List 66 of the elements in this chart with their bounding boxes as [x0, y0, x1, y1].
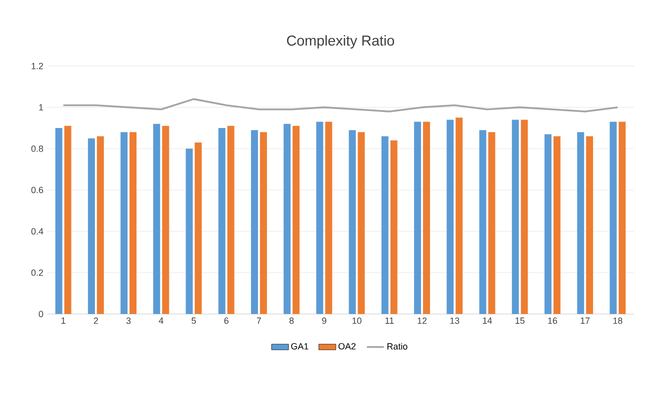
- y-tick-label: 0.2: [31, 269, 44, 276]
- bar: [55, 128, 62, 314]
- bar: [260, 132, 267, 314]
- x-tick-label: 5: [192, 318, 196, 324]
- x-tick-label: 17: [580, 318, 590, 324]
- x-tick-label: 16: [548, 318, 558, 324]
- bar: [162, 126, 170, 314]
- x-tick-label: 11: [385, 318, 394, 324]
- x-tick-label: 2: [94, 318, 98, 324]
- x-tick-label: 18: [613, 318, 622, 324]
- bar: [325, 122, 332, 314]
- bar: [292, 126, 300, 314]
- x-tick-label: 12: [418, 318, 427, 324]
- x-tick-label: 14: [482, 318, 492, 324]
- legend-label: GA1: [291, 343, 308, 350]
- chart-title: Complexity Ratio: [287, 35, 394, 49]
- x-tick-label: 3: [126, 318, 131, 324]
- y-tick-label: 1.2: [32, 62, 44, 70]
- x-tick-label: 4: [158, 318, 164, 324]
- bar: [553, 136, 560, 314]
- bar: [488, 132, 496, 314]
- bar: [251, 130, 258, 314]
- x-tick-label: 6: [224, 318, 228, 324]
- bar: [446, 120, 454, 314]
- y-tick-label: 0.8: [31, 145, 44, 152]
- bar: [284, 124, 291, 314]
- bar: [64, 126, 72, 314]
- bar: [586, 136, 594, 314]
- bar: [153, 124, 160, 314]
- bar: [120, 132, 128, 314]
- bar: [348, 130, 356, 314]
- x-tick-label: 8: [289, 318, 294, 324]
- legend-label: Ratio: [387, 342, 408, 350]
- y-tick-label: 0.4: [31, 228, 44, 235]
- x-tick-label: 13: [450, 318, 460, 324]
- bar: [610, 122, 617, 314]
- bar: [390, 140, 398, 314]
- bar: [577, 132, 584, 314]
- bar: [194, 142, 202, 314]
- bar: [130, 132, 136, 314]
- bar: [456, 118, 463, 314]
- bar: [358, 132, 365, 314]
- bar: [618, 122, 626, 314]
- bar: [96, 136, 104, 314]
- bar: [227, 126, 234, 314]
- bar: [186, 148, 193, 314]
- x-tick-label: 9: [322, 318, 326, 324]
- y-tick-label: 0: [38, 310, 44, 318]
- x-tick-label: 1: [62, 318, 66, 324]
- bar: [512, 120, 519, 314]
- x-tick-label: 7: [256, 318, 262, 324]
- line-series: [62, 98, 619, 112]
- x-tick-label: 10: [352, 318, 362, 324]
- bar: [88, 138, 95, 314]
- bar: [520, 120, 528, 314]
- legend-label: OA2: [338, 343, 356, 350]
- x-tick-label: 15: [516, 318, 524, 324]
- bar: [414, 122, 422, 314]
- bar: [218, 128, 226, 314]
- y-tick-label: 1: [39, 104, 44, 110]
- bar: [381, 136, 388, 314]
- bar: [544, 134, 552, 314]
- bar: [316, 122, 324, 314]
- bar: [423, 122, 430, 314]
- bar: [479, 130, 486, 314]
- y-tick-label: 0.6: [31, 186, 44, 194]
